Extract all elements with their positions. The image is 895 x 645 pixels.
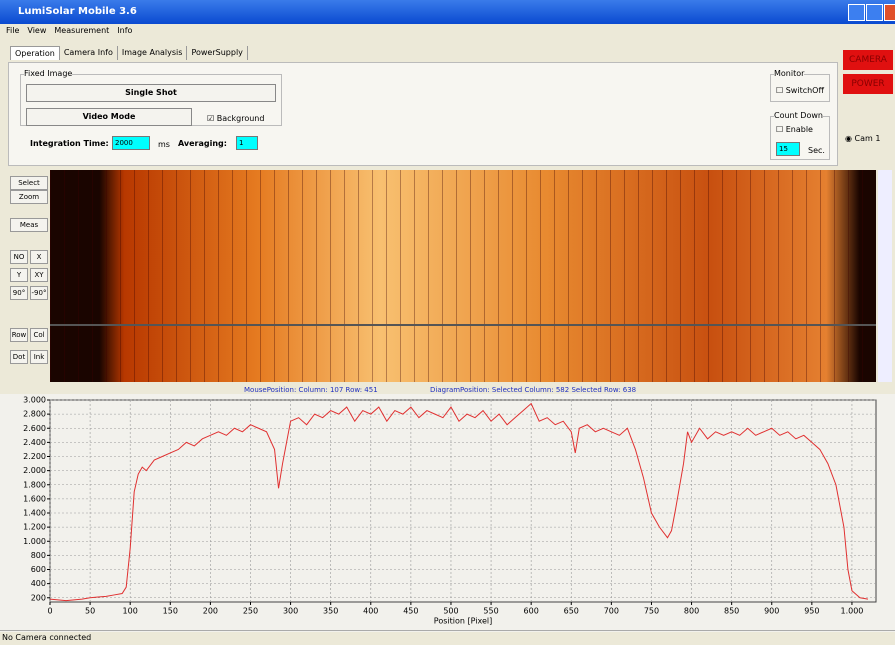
integration-label: Integration Time: <box>30 139 109 148</box>
background-checkbox[interactable]: ☑ Background <box>207 114 265 123</box>
tabs: Operation Camera Info Image Analysis Pow… <box>10 46 248 60</box>
tool-button[interactable]: 90° <box>10 286 28 300</box>
tool-button[interactable]: NO <box>10 250 28 264</box>
integration-input[interactable]: 2000 <box>112 136 150 150</box>
x-tick-label: 1.000 <box>840 607 863 616</box>
window-title: LumiSolar Mobile 3.6 <box>18 6 137 17</box>
menu-item[interactable]: View <box>27 26 47 35</box>
tool-button[interactable]: X <box>30 250 48 264</box>
x-tick-label: 50 <box>85 607 95 616</box>
single-shot-button[interactable]: Single Shot <box>26 84 276 102</box>
plot-area <box>49 399 877 603</box>
count-down-input[interactable]: 15 <box>776 142 800 156</box>
y-tick-label: 2.200 <box>23 452 46 461</box>
profile-chart: 0 50 100 150 200 250 300 350 400 450 500 550 600 650 7… <box>0 394 895 632</box>
y-tick-label: 2.600 <box>23 424 46 433</box>
y-tick-label: 600 <box>31 565 46 574</box>
tab[interactable]: Operation <box>10 46 60 60</box>
y-tick-label: 1.200 <box>23 523 46 532</box>
x-tick-label: 250 <box>243 607 258 616</box>
x-tick-label: 600 <box>524 607 539 616</box>
tool-button[interactable]: Select <box>10 176 48 190</box>
y-tick-label: 1.400 <box>23 509 46 518</box>
profile-line <box>49 402 869 602</box>
minimize[interactable] <box>848 4 865 21</box>
y-tick-label: 400 <box>31 579 46 588</box>
el-image <box>50 170 876 382</box>
x-tick-label: 700 <box>604 607 619 616</box>
count-down-unit: Sec. <box>808 146 825 155</box>
group-label: Monitor <box>774 69 805 78</box>
x-tick-label: 200 <box>203 607 218 616</box>
tool-button[interactable]: Col <box>30 328 48 342</box>
status-bar: No Camera connected <box>0 630 895 645</box>
diagram-position: DiagramPosition: Selected Column: 582 Se… <box>430 386 637 394</box>
y-tick-label: 1.000 <box>23 537 46 546</box>
tool-button[interactable]: Meas <box>10 218 48 232</box>
x-tick-label: 550 <box>483 607 498 616</box>
x-tick-label: 650 <box>564 607 579 616</box>
tool-button[interactable]: Y <box>10 268 28 282</box>
switchoff-checkbox[interactable]: ☐ SwitchOff <box>776 86 824 95</box>
tool-button[interactable]: Zoom <box>10 190 48 204</box>
y-tick-label: 2.800 <box>23 410 46 419</box>
tab[interactable]: Camera Info <box>60 46 118 60</box>
tool-button[interactable]: Dot <box>10 350 28 364</box>
x-tick-label: 0 <box>47 607 52 616</box>
x-tick-label: 450 <box>403 607 418 616</box>
checkbox-label: SwitchOff <box>785 86 824 95</box>
x-tick-label: 500 <box>443 607 458 616</box>
video-mode-button[interactable]: Video Mode <box>26 108 192 126</box>
tool-button[interactable]: Row <box>10 328 28 342</box>
group-label: Count Down <box>774 111 823 120</box>
status-text: No Camera connected <box>2 633 92 642</box>
x-tick-label: 800 <box>684 607 699 616</box>
x-tick-label: 150 <box>163 607 178 616</box>
averaging-input[interactable]: 1 <box>236 136 258 150</box>
x-tick-label: 300 <box>283 607 298 616</box>
x-tick-label: 100 <box>123 607 138 616</box>
y-tick-label: 3.000 <box>23 396 46 405</box>
x-tick-label: 900 <box>764 607 779 616</box>
x-tick-label: 750 <box>644 607 659 616</box>
mouse-position: MousePosition: Column: 107 Row: 451 <box>244 386 378 394</box>
tool-button[interactable]: -90° <box>30 286 48 300</box>
tab[interactable]: Image Analysis <box>118 46 188 60</box>
camera-button[interactable]: CAMERA <box>843 50 893 70</box>
x-tick-label: 350 <box>323 607 338 616</box>
y-tick-label: 1.800 <box>23 480 46 489</box>
checkbox-label: Background <box>216 114 265 123</box>
checkbox-label: Enable <box>785 125 813 134</box>
y-tick-label: 200 <box>31 593 46 602</box>
tab[interactable]: PowerSupply <box>187 46 248 60</box>
radio-label: Cam 1 <box>854 134 881 143</box>
x-tick-label: 850 <box>724 607 739 616</box>
title-bar: LumiSolar Mobile 3.6 <box>0 0 895 24</box>
tool-button[interactable]: XY <box>30 268 48 282</box>
row-cursor <box>50 324 876 326</box>
x-tick-label: 950 <box>804 607 819 616</box>
x-axis-label: Position [Pixel] <box>434 617 492 626</box>
close[interactable] <box>884 4 895 21</box>
cam-radio[interactable]: ◉ Cam 1 <box>845 134 881 143</box>
averaging-label: Averaging: <box>178 139 227 148</box>
menu-item[interactable]: File <box>6 26 20 35</box>
y-tick-label: 800 <box>31 551 46 560</box>
maximize[interactable] <box>866 4 883 21</box>
power-button[interactable]: POWER <box>843 74 893 94</box>
enable-checkbox[interactable]: ☐ Enable <box>776 125 813 134</box>
scrollbar[interactable] <box>878 170 892 382</box>
y-tick-label: 2.400 <box>23 438 46 447</box>
x-tick-label: 400 <box>363 607 378 616</box>
menu-bar: File View Measurement Info <box>0 26 132 38</box>
menu-item[interactable]: Measurement <box>54 26 110 35</box>
y-tick-label: 1.600 <box>23 494 46 503</box>
tool-button[interactable]: Ink <box>30 350 48 364</box>
integration-unit: ms <box>158 140 170 149</box>
y-tick-label: 2.000 <box>23 466 46 475</box>
group-label: Fixed Image <box>24 69 73 78</box>
menu-item[interactable]: Info <box>117 26 133 35</box>
